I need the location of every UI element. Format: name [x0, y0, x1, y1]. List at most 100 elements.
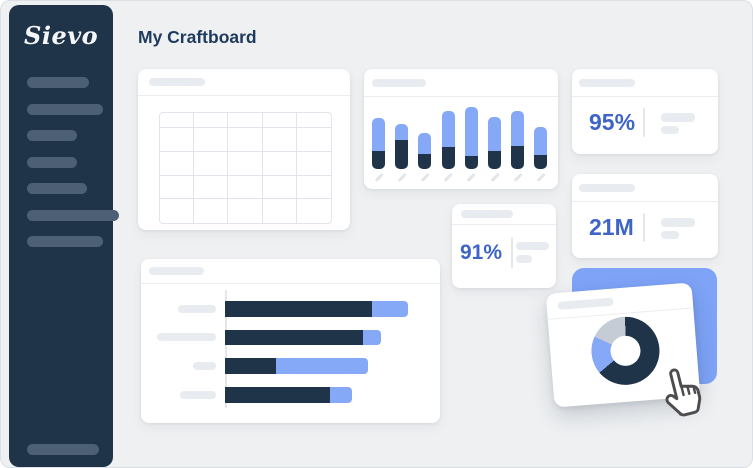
sidebar-item-placeholder[interactable] — [27, 444, 99, 455]
sidebar-item-placeholder[interactable] — [27, 183, 87, 194]
sidebar-item-placeholder[interactable] — [27, 77, 89, 88]
axis-tick-slash — [443, 172, 453, 182]
card-title-placeholder — [149, 78, 205, 86]
table-cell — [194, 199, 229, 223]
table-widget-card[interactable] — [138, 69, 350, 230]
kpi-value: 91% — [460, 241, 503, 264]
table-cell — [228, 199, 263, 223]
kpi-card-21m[interactable]: 21M — [572, 174, 718, 258]
kpi-card-95[interactable]: 95% — [572, 69, 718, 154]
kpi-text-placeholder — [661, 218, 695, 227]
chart-column — [372, 118, 385, 169]
kpi-value: 95% — [589, 109, 636, 135]
column-segment-light — [511, 111, 525, 146]
kpi-text-placeholder — [516, 242, 549, 250]
column-segment-light — [534, 127, 548, 155]
card-title-placeholder — [372, 78, 426, 87]
column-segment-light — [464, 107, 478, 156]
chart-axis-line — [225, 290, 227, 408]
hand-cursor-icon — [665, 368, 702, 417]
row-label-placeholder — [193, 361, 216, 370]
sidebar-item-placeholder[interactable] — [27, 156, 77, 168]
axis-tick-slash — [513, 172, 523, 182]
table-cell — [262, 113, 297, 128]
card-title-placeholder — [461, 210, 513, 218]
table-cell — [160, 199, 195, 223]
column-segment-light — [372, 118, 385, 151]
row-segment-light — [330, 387, 352, 403]
table-cell — [296, 128, 331, 152]
chart-column — [395, 124, 409, 169]
chart-column — [488, 117, 501, 169]
row-chart-card[interactable] — [141, 259, 440, 423]
table-placeholder — [159, 112, 332, 224]
table-cell — [263, 199, 297, 223]
table-cell — [160, 151, 195, 176]
table-cell — [296, 113, 331, 128]
row-segment-light — [276, 358, 368, 374]
kpi-card-91[interactable]: 91% — [452, 204, 556, 288]
row-segment-light — [363, 329, 381, 346]
table-cell — [228, 128, 263, 152]
chart-column — [441, 111, 455, 169]
column-segment-light — [395, 124, 409, 140]
row-segment-dark — [225, 387, 330, 403]
kpi-text-placeholder — [661, 126, 679, 134]
table-cell — [262, 151, 297, 176]
column-segment-light — [418, 133, 432, 154]
sidebar-item-placeholder[interactable] — [27, 236, 103, 247]
column-segment-dark — [534, 155, 548, 169]
table-cell — [262, 175, 297, 200]
card-header — [572, 69, 718, 97]
column-segment-dark — [464, 156, 478, 169]
sievo-logo: Sievo — [24, 21, 99, 50]
sidebar-footer — [27, 444, 99, 455]
axis-tick-slash — [374, 172, 383, 182]
row-segment-light — [372, 301, 408, 317]
sidebar-item-placeholder[interactable] — [27, 209, 119, 221]
column-segment-dark — [372, 151, 385, 169]
kpi-text-placeholder — [661, 113, 695, 122]
axis-tick-slash — [420, 172, 430, 182]
row-label-placeholder — [178, 304, 216, 313]
kpi-divider — [511, 237, 513, 268]
card-title-placeholder — [579, 78, 635, 87]
column-segment-dark — [441, 147, 455, 169]
card-header — [452, 204, 556, 225]
column-segment-light — [488, 117, 501, 151]
row-label-placeholder — [180, 390, 216, 399]
row-label-placeholder — [157, 333, 216, 342]
table-cell — [297, 199, 331, 223]
table-cell — [160, 128, 195, 152]
table-cell — [194, 113, 229, 128]
column-segment-dark — [488, 151, 501, 169]
axis-tick-slash — [466, 172, 476, 182]
chart-column — [418, 133, 432, 169]
chart-column — [464, 107, 478, 169]
table-cell — [160, 113, 195, 128]
sidebar-nav — [27, 77, 119, 247]
card-title-placeholder — [557, 297, 614, 310]
axis-tick-slash — [490, 172, 499, 182]
row-segment-dark — [225, 301, 372, 317]
kpi-text-placeholder — [516, 255, 532, 263]
chart-column — [511, 111, 525, 169]
card-header — [545, 282, 694, 320]
card-header — [141, 259, 440, 284]
table-cell — [262, 128, 297, 152]
sidebar-item-placeholder[interactable] — [27, 103, 103, 115]
card-header — [138, 69, 350, 96]
row-segment-dark — [225, 329, 363, 346]
table-cell — [228, 175, 263, 200]
column-segment-dark — [395, 140, 409, 169]
table-cell — [296, 176, 331, 200]
kpi-divider — [643, 108, 645, 137]
card-header — [364, 69, 558, 97]
column-chart-card[interactable] — [364, 69, 558, 189]
table-cell — [194, 175, 229, 200]
column-segment-light — [441, 111, 455, 147]
kpi-text-placeholder — [661, 231, 679, 239]
axis-tick-slash — [536, 172, 546, 182]
chart-column — [534, 127, 548, 169]
sidebar-item-placeholder[interactable] — [27, 130, 77, 141]
